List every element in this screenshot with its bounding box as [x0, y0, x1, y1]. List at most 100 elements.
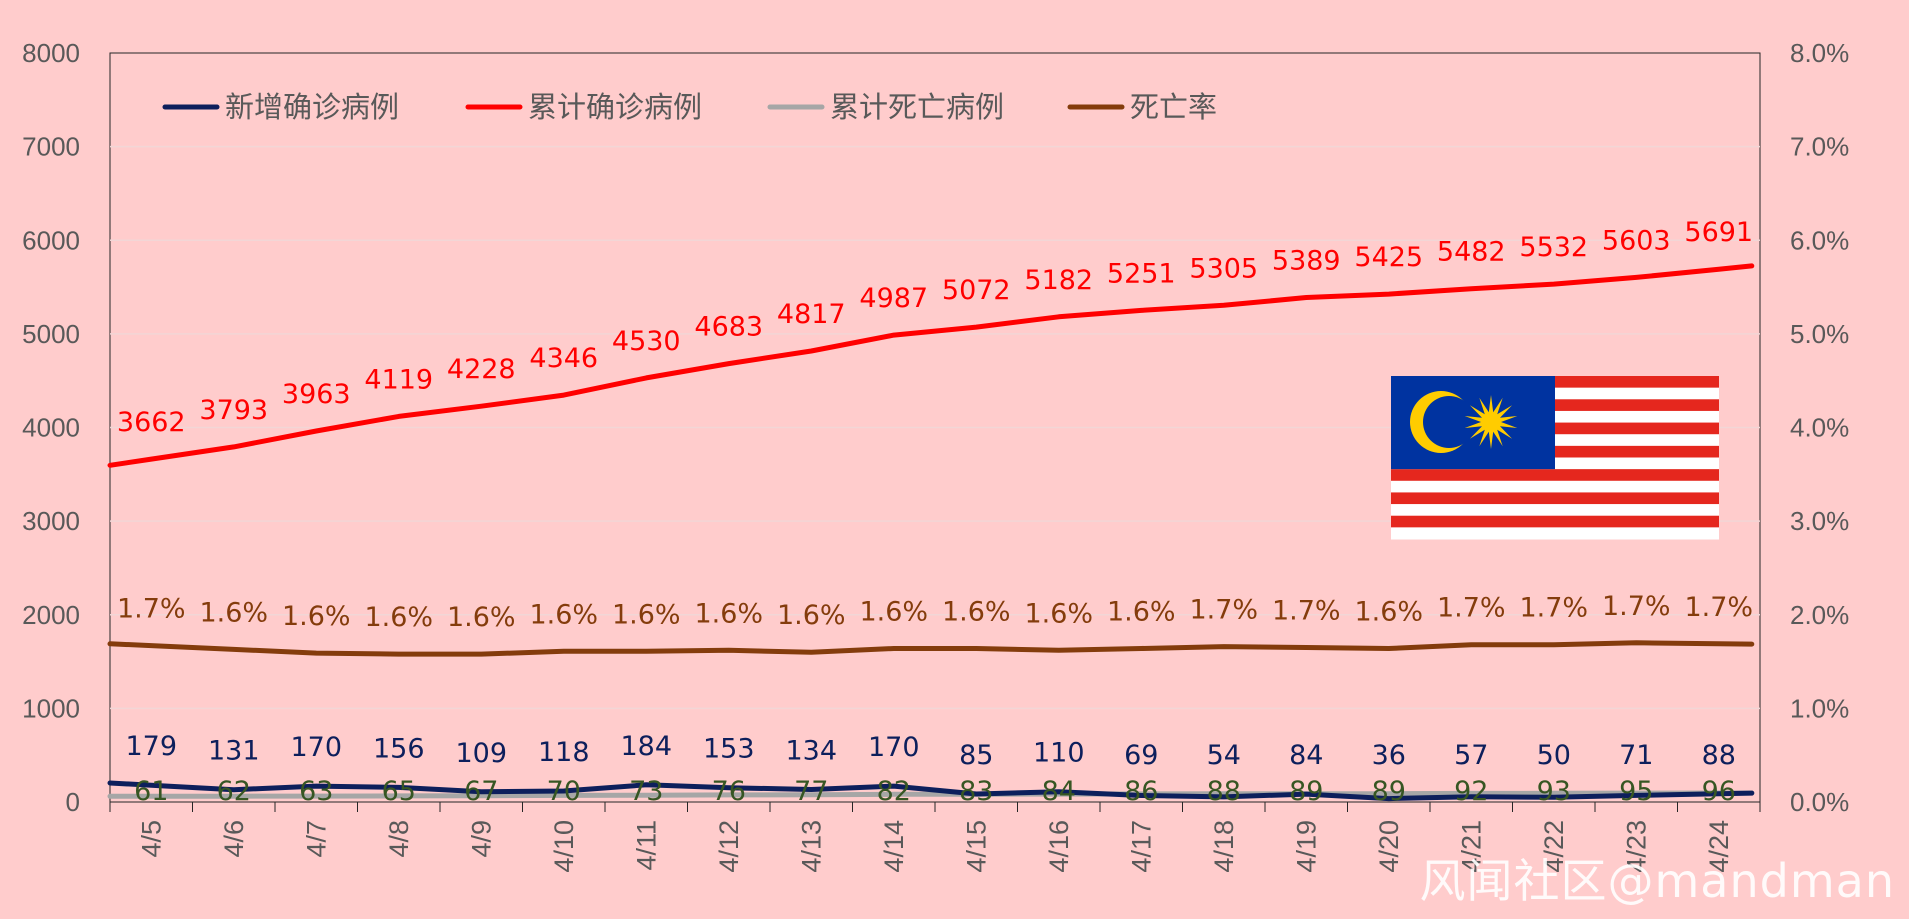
data-label-new-cases: 170	[868, 732, 920, 763]
x-tick-label: 4/7	[301, 820, 331, 858]
data-label-cumulative-deaths: 92	[1454, 776, 1488, 807]
x-tick-label: 4/17	[1126, 820, 1156, 873]
data-label-new-cases: 69	[1124, 740, 1158, 771]
data-label-death-rate: 1.7%	[1437, 593, 1506, 624]
flag-star	[1464, 395, 1518, 449]
data-label-cumulative-cases: 4530	[612, 326, 681, 357]
malaysia-flag-icon	[1391, 376, 1719, 540]
data-label-new-cases: 109	[455, 738, 507, 769]
data-label-death-rate: 1.6%	[942, 596, 1011, 627]
data-label-cumulative-deaths: 95	[1619, 776, 1653, 807]
x-tick-label: 4/20	[1374, 820, 1404, 873]
data-label-new-cases: 131	[208, 736, 260, 767]
y-right-tick-label: 0.0%	[1790, 787, 1849, 817]
data-label-new-cases: 57	[1454, 740, 1488, 771]
y-left-tick-label: 4000	[22, 413, 80, 443]
data-label-death-rate: 1.6%	[364, 602, 433, 633]
y-left-tick-label: 5000	[22, 319, 80, 349]
x-tick-label: 4/21	[1456, 820, 1486, 873]
flag-stripe	[1391, 480, 1719, 493]
data-label-new-cases: 156	[373, 733, 425, 764]
data-label-cumulative-deaths: 65	[382, 776, 416, 807]
series-line-cumulative-deaths	[107, 790, 1755, 799]
data-label-cumulative-deaths: 73	[629, 776, 663, 807]
y-right-tick-label: 3.0%	[1790, 506, 1849, 536]
data-label-cumulative-cases: 5532	[1519, 232, 1588, 263]
y-left-tick-label: 1000	[22, 693, 80, 723]
flag-stripe	[1391, 527, 1719, 540]
x-tick-label: 4/8	[384, 820, 414, 858]
data-label-cumulative-deaths: 77	[794, 776, 828, 807]
data-label-death-rate: 1.7%	[1189, 595, 1258, 626]
data-label-cumulative-cases: 4346	[529, 343, 598, 374]
data-labels: 179 131 170 156 109 118 184 153 134 170 85 110 69 54 8…	[117, 217, 1753, 807]
x-tick-label: 4/13	[796, 820, 826, 873]
y-axis-left: 0 1000 2000 3000 4000 5000 6000 7000 8000	[22, 38, 80, 817]
x-tick-label: 4/12	[714, 820, 744, 873]
data-label-cumulative-cases: 4817	[777, 299, 846, 330]
data-label-cumulative-cases: 5389	[1272, 245, 1341, 276]
y-right-tick-label: 1.0%	[1790, 693, 1849, 723]
series-line-cumulative-cases	[107, 263, 1755, 468]
data-label-death-rate: 1.6%	[529, 599, 598, 630]
flag-stripe	[1391, 515, 1719, 528]
legend: 新增确诊病例 累计确诊病例 累计死亡病例 死亡率	[162, 90, 1217, 124]
data-label-new-cases: 184	[620, 731, 672, 762]
x-tick-label: 4/18	[1209, 820, 1239, 873]
x-tick-label: 4/22	[1539, 820, 1569, 873]
data-label-cumulative-deaths: 96	[1702, 776, 1736, 807]
legend-label-death-rate: 死亡率	[1130, 90, 1217, 124]
data-label-cumulative-deaths: 70	[547, 776, 581, 807]
legend-label-cumulative-deaths: 累计死亡病例	[830, 90, 1004, 124]
data-label-death-rate: 1.6%	[199, 597, 268, 628]
data-label-cumulative-deaths: 83	[959, 776, 993, 807]
watermark: 风闻社区@mandman	[1419, 854, 1895, 908]
data-label-cumulative-cases: 5251	[1107, 258, 1176, 289]
legend-label-cumulative-cases: 累计确诊病例	[528, 90, 702, 124]
data-label-cumulative-cases: 5482	[1437, 237, 1506, 268]
data-label-death-rate: 1.7%	[1684, 592, 1753, 623]
flag-stripe	[1391, 504, 1719, 517]
data-label-death-rate: 1.6%	[1024, 598, 1093, 629]
data-label-cumulative-deaths: 76	[712, 776, 746, 807]
data-label-cumulative-cases: 5305	[1189, 253, 1258, 284]
x-tick-label: 4/10	[549, 820, 579, 873]
data-label-new-cases: 153	[703, 734, 755, 765]
legend-label-new-cases: 新增确诊病例	[225, 90, 399, 124]
data-label-death-rate: 1.6%	[282, 601, 351, 632]
data-label-cumulative-deaths: 67	[464, 776, 498, 807]
data-label-death-rate: 1.7%	[1602, 591, 1671, 622]
data-label-new-cases: 170	[290, 732, 342, 763]
data-label-death-rate: 1.7%	[1272, 596, 1341, 627]
y-left-tick-label: 0	[66, 787, 80, 817]
data-label-death-rate: 1.7%	[1519, 593, 1588, 624]
data-label-death-rate: 1.7%	[117, 594, 186, 625]
flag-crescent-cut	[1423, 396, 1475, 448]
data-label-cumulative-cases: 3963	[282, 379, 351, 410]
data-label-death-rate: 1.6%	[612, 599, 681, 630]
flag-stripe	[1391, 469, 1719, 482]
data-label-cumulative-cases: 5691	[1684, 217, 1753, 248]
y-right-tick-label: 4.0%	[1790, 413, 1849, 443]
x-tick-label: 4/5	[136, 820, 166, 858]
data-label-cumulative-deaths: 62	[217, 776, 251, 807]
y-left-tick-label: 7000	[22, 132, 80, 162]
x-tick-label: 4/15	[961, 820, 991, 873]
x-tick-label: 4/19	[1291, 820, 1321, 873]
x-tick-label: 4/14	[879, 820, 909, 873]
data-label-cumulative-cases: 5072	[942, 275, 1011, 306]
data-label-new-cases: 179	[125, 731, 177, 762]
data-label-cumulative-deaths: 89	[1372, 776, 1406, 807]
data-label-new-cases: 54	[1207, 740, 1241, 771]
y-left-tick-label: 3000	[22, 506, 80, 536]
y-right-tick-label: 2.0%	[1790, 600, 1849, 630]
data-label-cumulative-deaths: 61	[134, 776, 168, 807]
y-right-tick-label: 5.0%	[1790, 319, 1849, 349]
series-lines	[107, 263, 1755, 802]
series-line-death-rate	[107, 640, 1755, 657]
x-tick-label: 4/24	[1704, 820, 1734, 873]
data-label-cumulative-deaths: 88	[1207, 776, 1241, 807]
data-label-cumulative-deaths: 89	[1289, 776, 1323, 807]
data-label-death-rate: 1.6%	[694, 598, 763, 629]
